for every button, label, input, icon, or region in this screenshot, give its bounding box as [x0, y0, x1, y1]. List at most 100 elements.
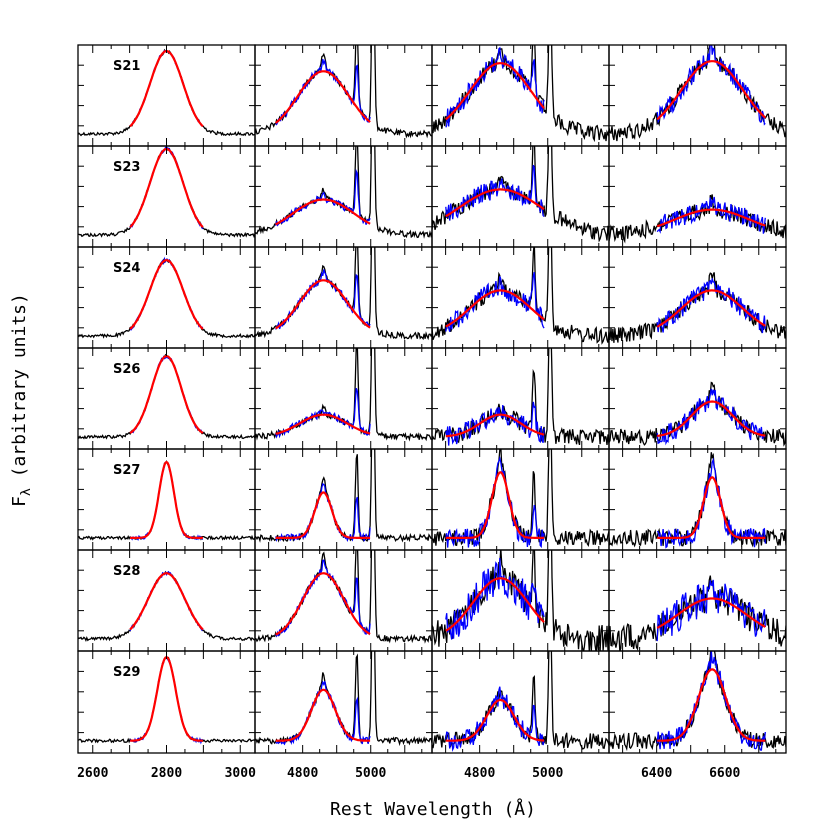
fit-curve: [275, 198, 371, 226]
fit-region-spectrum: [656, 579, 766, 642]
fit-curve: [657, 668, 766, 742]
panel-frame: [77, 145, 256, 248]
observed-spectrum: [609, 452, 786, 548]
fit-region-spectrum: [445, 557, 545, 640]
panel-s29-4: [608, 650, 787, 754]
fit-region-spectrum: [130, 355, 204, 434]
panel-frame: [77, 549, 256, 652]
x-tick-labels: 2600 2800 3000 4800 5000 4800 5000 6400 6600: [77, 766, 740, 781]
fit-region-spectrum: [129, 570, 204, 632]
panel-s21-4: [608, 44, 787, 147]
row-label: S26: [113, 362, 140, 377]
x-tick-label: 6600: [709, 766, 740, 781]
fit-curve: [130, 655, 203, 742]
fit-curve: [445, 289, 545, 328]
svg-text:Fλ (arbitrary units): Fλ (arbitrary units): [9, 293, 34, 507]
fit-curve: [445, 413, 545, 438]
fit-curve: [445, 471, 545, 539]
fit-region-spectrum: [275, 58, 371, 126]
x-tick-label: 5000: [532, 766, 563, 781]
observed-spectrum: [78, 656, 255, 744]
x-axis-title: Rest Wavelength (Å): [330, 798, 536, 820]
panel-s27-4: [608, 448, 787, 551]
observed-spectrum: [78, 258, 255, 339]
observed-spectrum: [432, 247, 609, 345]
panel-frame: [77, 246, 256, 349]
observed-spectrum: [255, 651, 432, 747]
observed-spectrum: [255, 550, 432, 644]
row-label: S27: [113, 463, 140, 478]
row-label: S21: [113, 59, 140, 74]
panel-s28-3: [431, 549, 610, 652]
observed-spectrum: [78, 48, 255, 137]
panel-s24-4: [608, 246, 787, 349]
panel-frame: [608, 650, 787, 754]
fit-curve: [129, 354, 204, 434]
panel-frame: [254, 650, 433, 754]
x-tick-label: 5000: [355, 766, 386, 781]
row-label: S28: [113, 564, 140, 579]
fit-curve: [445, 188, 545, 218]
fit-region-spectrum: [129, 655, 204, 745]
panel-frame: [254, 145, 433, 248]
observed-spectrum: [609, 272, 786, 343]
fit-curve: [656, 208, 766, 228]
fit-curve: [129, 258, 204, 330]
panel-s27-2: [254, 448, 433, 551]
panel-s26-2: [254, 347, 433, 450]
panel-frame: [77, 650, 256, 754]
fit-curve: [656, 597, 766, 629]
fit-region-spectrum: [656, 45, 766, 126]
fit-region-spectrum: [656, 196, 766, 234]
panel-grid: S21 S23 S24 S26 S27 S28 S29: [77, 44, 787, 754]
y-axis-title-sub: λ: [19, 488, 34, 496]
panel-s24-1: S24: [77, 246, 256, 349]
fit-region-spectrum: [445, 272, 545, 332]
fit-curve: [129, 147, 204, 228]
panel-s23-2: [254, 145, 433, 248]
fit-region-spectrum: [275, 387, 371, 439]
fit-curve: [445, 698, 545, 742]
observed-spectrum: [255, 348, 432, 442]
panel-s26-4: [608, 347, 787, 450]
panel-s28-1: S28: [77, 549, 256, 652]
x-tick-label: 6400: [641, 766, 672, 781]
observed-spectrum: [432, 348, 609, 446]
panel-s28-2: [254, 549, 433, 652]
x-tick-label: 2600: [77, 766, 108, 781]
panel-s21-1: S21: [77, 44, 256, 147]
row-label: S29: [113, 665, 140, 680]
fit-curve: [656, 289, 766, 328]
panel-frame: [77, 44, 256, 147]
fit-region-spectrum: [445, 401, 545, 446]
y-axis-title: Fλ (arbitrary units): [9, 293, 34, 507]
panel-s24-3: [431, 246, 610, 349]
observed-spectrum: [78, 146, 255, 239]
panel-frame: [254, 44, 433, 147]
fit-region-spectrum: [656, 457, 766, 549]
fit-curve: [275, 413, 371, 435]
fit-curve: [445, 577, 545, 632]
fit-curve: [657, 400, 766, 437]
y-axis-title-rest: (arbitrary units): [9, 293, 30, 488]
y-axis-title-main: F: [9, 496, 30, 507]
x-tick-label: 2800: [151, 766, 182, 781]
panel-frame: [77, 347, 256, 450]
observed-spectrum: [432, 449, 609, 547]
fit-region-spectrum: [129, 461, 204, 541]
panel-frame: [77, 448, 256, 551]
panel-s24-2: [254, 246, 433, 349]
fit-region-spectrum: [656, 388, 766, 446]
x-tick-label: 3000: [225, 766, 256, 781]
row-label: S24: [113, 261, 140, 276]
fit-region-spectrum: [129, 146, 204, 230]
fit-region-spectrum: [129, 49, 204, 127]
fit-curve: [275, 572, 371, 636]
fit-region-spectrum: [275, 269, 371, 330]
fit-region-spectrum: [656, 651, 766, 751]
observed-spectrum: [78, 353, 255, 440]
observed-spectrum: [609, 45, 786, 142]
panel-s21-3: [431, 44, 610, 147]
panel-s29-1: S29: [77, 650, 256, 754]
